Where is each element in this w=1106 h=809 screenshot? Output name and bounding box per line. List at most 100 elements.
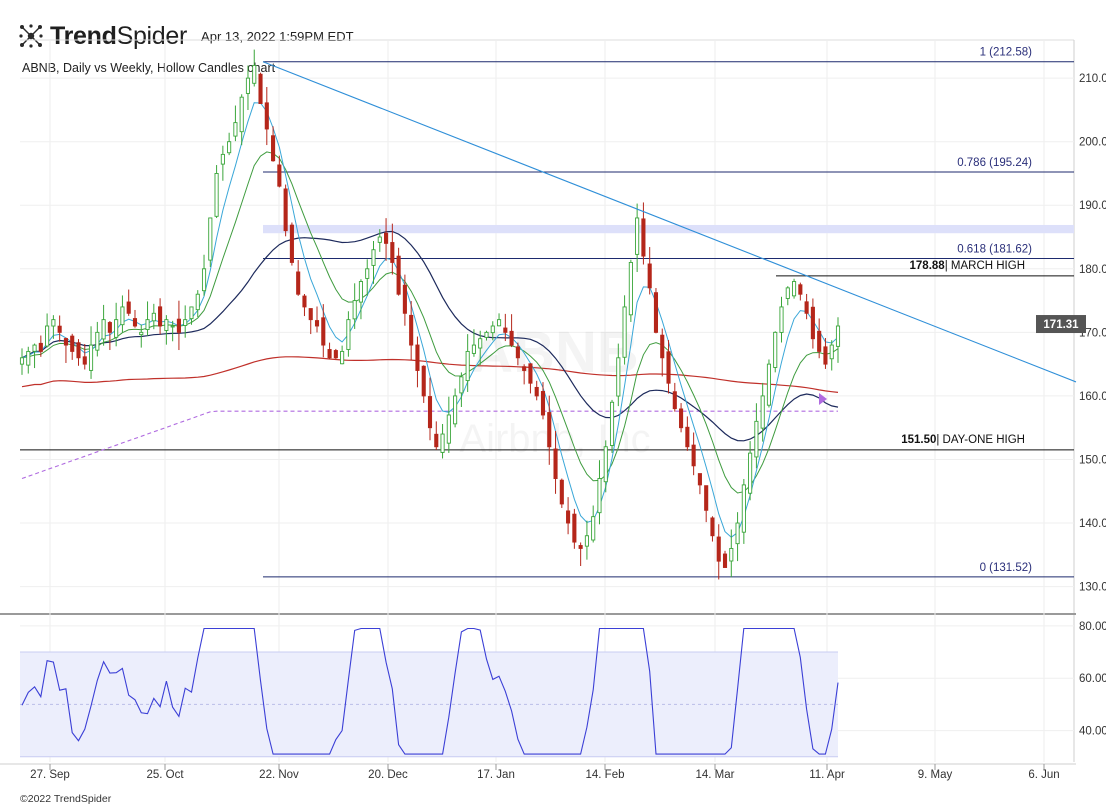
candle-body — [697, 473, 702, 486]
date-tick-label: 17. Jan — [477, 769, 515, 781]
candle-body — [396, 255, 401, 295]
trendspider-logo-icon — [19, 24, 43, 48]
candle-body — [114, 319, 119, 338]
candle-body — [660, 334, 665, 359]
candle-body — [314, 320, 320, 327]
candle-body — [798, 284, 803, 295]
candle-body — [540, 391, 546, 416]
candle-body — [176, 318, 181, 333]
candle-body — [710, 517, 715, 537]
candle-body — [220, 153, 225, 165]
price-tick-label: 140.00 — [1079, 518, 1106, 530]
candle-body — [88, 344, 94, 371]
candle-body — [201, 268, 207, 292]
candle-body — [214, 173, 219, 217]
key-level-text: | MARCH HIGH — [945, 260, 1025, 272]
candle-body — [145, 319, 150, 331]
candle-body — [823, 346, 828, 365]
candle-body — [38, 342, 43, 352]
key-level-label: 151.50| DAY-ONE HIGH — [901, 434, 1025, 446]
candle-body — [409, 314, 414, 346]
candle-body — [289, 224, 294, 263]
candle-body — [465, 350, 470, 382]
date-tick-label: 25. Oct — [146, 769, 184, 781]
price-tick-label: 190.00 — [1079, 200, 1106, 212]
candle-body — [785, 287, 790, 299]
candle-body — [584, 535, 589, 547]
candle-body — [183, 319, 188, 326]
candle-body — [735, 522, 740, 545]
candle-body — [126, 301, 131, 314]
price-chart[interactable]: 27. Sep 25. Oct 22. Nov 20. Dec 17. Jan 14. F… — [0, 0, 1106, 790]
price-tick-label: 160.00 — [1079, 391, 1106, 403]
candle-body — [522, 366, 527, 371]
ema-mid-line — [21, 151, 839, 494]
rsi-tick-label: 40.00 — [1079, 726, 1106, 738]
price-tick-label: 180.00 — [1079, 264, 1106, 276]
date-tick-label: 14. Mar — [696, 769, 735, 781]
rsi-line — [21, 627, 839, 755]
fib-level-label: 1 (212.58) — [980, 47, 1033, 59]
candle-body — [57, 325, 62, 333]
descending-trendline — [262, 61, 1077, 383]
candle-body — [434, 433, 439, 448]
last-price-tag — [1036, 315, 1086, 334]
candle-body — [766, 363, 772, 406]
candle-body — [277, 164, 282, 187]
candle-body — [754, 420, 759, 458]
candle-body — [559, 479, 564, 505]
candle-body — [616, 357, 621, 397]
resistance-zone — [263, 224, 1074, 234]
candle-body — [390, 242, 395, 263]
candle-body — [308, 308, 313, 321]
candle-body — [132, 318, 138, 327]
date-tick-label: 9. May — [918, 769, 953, 781]
candle-body — [26, 350, 31, 366]
chart-title: ABNB, Daily vs Weekly, Hollow Candles ch… — [22, 61, 276, 75]
candle-body — [440, 433, 445, 453]
candle-body — [208, 217, 213, 261]
candle-body — [653, 292, 659, 333]
candle-body — [346, 319, 351, 350]
candle-body — [76, 342, 81, 359]
candle-body — [672, 391, 677, 410]
key-level-text: | DAY-ONE HIGH — [936, 434, 1025, 446]
candle-body — [32, 344, 37, 352]
candle-body — [810, 306, 815, 340]
candle-body — [302, 295, 307, 308]
watermark-ticker: ABNB — [471, 320, 639, 385]
candle-body — [534, 386, 539, 397]
candle-body — [635, 217, 640, 255]
price-tick-label: 150.00 — [1079, 454, 1106, 466]
candle-body — [19, 357, 25, 365]
key-level-value: 178.88 — [910, 260, 946, 272]
date-tick-label: 20. Dec — [368, 769, 408, 781]
candle-body — [716, 536, 721, 562]
candle-body — [120, 306, 125, 326]
candle-body — [70, 335, 75, 352]
candle-body — [233, 122, 238, 137]
candle-body — [471, 344, 476, 354]
candle-body — [572, 513, 577, 543]
candle-body — [264, 102, 269, 130]
candle-body — [51, 319, 56, 327]
candle-body — [151, 312, 156, 322]
candle-body — [245, 77, 251, 94]
key-level-value: 151.50 — [901, 434, 936, 446]
candle-body — [189, 306, 194, 320]
candle-body — [641, 218, 646, 257]
candle-body — [829, 344, 834, 360]
candle-body — [647, 263, 652, 289]
candle-body — [239, 96, 244, 133]
fib-level-label: 0 (131.52) — [980, 562, 1033, 574]
date-tick-label: 22. Nov — [259, 769, 299, 781]
candle-body — [402, 284, 407, 314]
candle-body — [82, 356, 87, 365]
date-tick-label: 14. Feb — [586, 769, 625, 781]
candle-body — [691, 444, 696, 467]
candle-body — [384, 232, 389, 244]
candle-body — [547, 412, 552, 448]
candle-body — [685, 426, 690, 448]
key-level-label: 178.88| MARCH HIGH — [910, 260, 1025, 272]
fib-level-label: 0.786 (195.24) — [957, 157, 1032, 169]
